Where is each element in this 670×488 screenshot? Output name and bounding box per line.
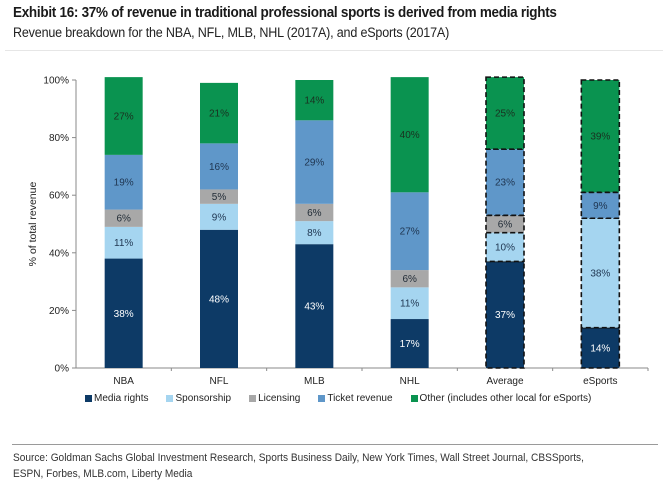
bar-segment-average-ticket [485,148,525,217]
legend-swatch [410,395,418,402]
chart-title: Exhibit 16: 37% of revenue in traditiona… [13,5,557,21]
bar-segment-esports-sponsorship [580,217,621,329]
data-label: 27% [114,112,134,123]
x-tick-label: NFL [210,376,229,387]
legend-label: Media rights [94,393,149,404]
chart-frame [5,50,663,423]
x-tick-label: NBA [113,376,134,387]
bar-segment-esports-other [580,79,621,194]
bar-segment-nfl-licensing [200,189,238,204]
data-label: 29% [304,158,324,169]
bar-segment-mlb-ticket [295,120,334,204]
data-label: 37% [495,310,515,321]
bar-segment-nba-other [104,77,143,155]
legend-item: Ticket revenue [318,393,393,404]
legend-item: Media rights [85,393,148,404]
bar-segment-esports-ticket [580,191,621,220]
legend-swatch [85,395,92,402]
bar-segment-nhl-licensing [390,270,429,288]
data-label: 25% [495,109,515,120]
bar-segment-nba-media [104,258,143,368]
legend-item: Licensing [249,393,300,404]
bar-segment-nfl-media [200,229,238,368]
bar-segment-nba-licensing [104,209,143,227]
axes: 0% 20% 40% 60% 80% 100% NBA NFL MLB NHL Average eSp… [43,76,649,387]
data-label: 38% [114,309,134,320]
data-label: 43% [304,302,324,313]
bar-segment-nhl-ticket [390,192,429,271]
data-label: 11% [400,299,419,310]
legend-label: Licensing [258,393,301,404]
legend: Media rights Sponsorship Licensing Ticket r… [85,393,591,404]
bar-segment-average-media [485,260,525,369]
bar-segment-nba-sponsorship [104,226,143,259]
data-label: 8% [307,228,322,239]
bar-segment-mlb-sponsorship [295,221,334,245]
x-tick-label: MLB [304,376,325,387]
y-tick-label: 20% [49,306,69,317]
legend-swatch [249,395,257,402]
legend-item: Sponsorship [166,393,231,404]
data-label: 21% [209,109,229,120]
x-tick-label: eSports [583,376,617,387]
data-label: 16% [209,162,229,173]
bar-segment-nfl-sponsorship [200,203,238,230]
bar-segment-nfl-other [200,82,238,144]
data-label: 6% [402,274,417,285]
data-label: 39% [590,132,610,143]
data-label: 9% [212,212,227,223]
data-labels: 38% 11% 6% 19% 27% 48% 9% 5% 16% 21% 43% 8% 6% 29% 14%… [114,96,611,355]
y-tick-label: 80% [49,133,69,144]
data-label: 6% [498,220,513,231]
bar-segment-mlb-licensing [295,203,334,222]
data-label: 23% [495,178,515,189]
legend-swatch [166,395,174,402]
bar-segment-nfl-ticket [200,143,238,190]
data-label: 9% [593,201,608,212]
legend-label: Sponsorship [175,393,232,404]
y-tick-label: 40% [49,248,69,259]
bar-segment-nhl-sponsorship [390,287,429,320]
bar-segment-average-other [485,76,525,150]
y-tick-label: 100% [43,76,69,87]
y-axis-label: % of total revenue [27,182,39,267]
chart-subtitle: Revenue breakdown for the NBA, NFL, MLB,… [13,25,450,40]
legend-item: Other (includes other local for eSports) [410,393,592,404]
x-tick-label: NHL [400,376,420,387]
legend-label: Other (includes other local for eSports) [419,393,592,404]
data-label: 6% [307,208,322,219]
source-note: Source: Goldman Sachs Global Investment … [13,452,584,480]
bar-segment-nhl-other [390,77,429,193]
stacked-bar-chart: 0% 20% 40% 60% 80% 100% NBA NFL MLB NHL Average eSp… [27,76,649,387]
data-label: 38% [590,268,610,279]
data-label: 48% [209,294,229,305]
data-label: 14% [304,96,324,107]
data-label: 5% [212,192,227,203]
data-label: 10% [495,243,515,254]
legend-label: Ticket revenue [327,393,393,404]
bar-segment-nba-ticket [104,154,143,210]
legend-swatch [318,395,326,402]
data-label: 11% [114,238,133,249]
bar-segment-mlb-other [295,80,334,121]
bar-segment-nhl-media [390,319,429,368]
data-label: 14% [590,343,610,354]
footer-divider [12,444,658,445]
bars [104,76,621,369]
y-tick-label: 60% [49,191,69,202]
x-tick-label: Average [486,376,524,387]
data-label: 17% [400,339,420,350]
data-label: 40% [400,130,420,141]
data-label: 6% [116,214,131,225]
data-label: 27% [400,227,420,238]
data-label: 19% [114,178,134,189]
bar-segment-mlb-media [295,244,334,368]
bar-segment-esports-media [580,326,621,369]
y-tick-label: 0% [55,364,70,375]
